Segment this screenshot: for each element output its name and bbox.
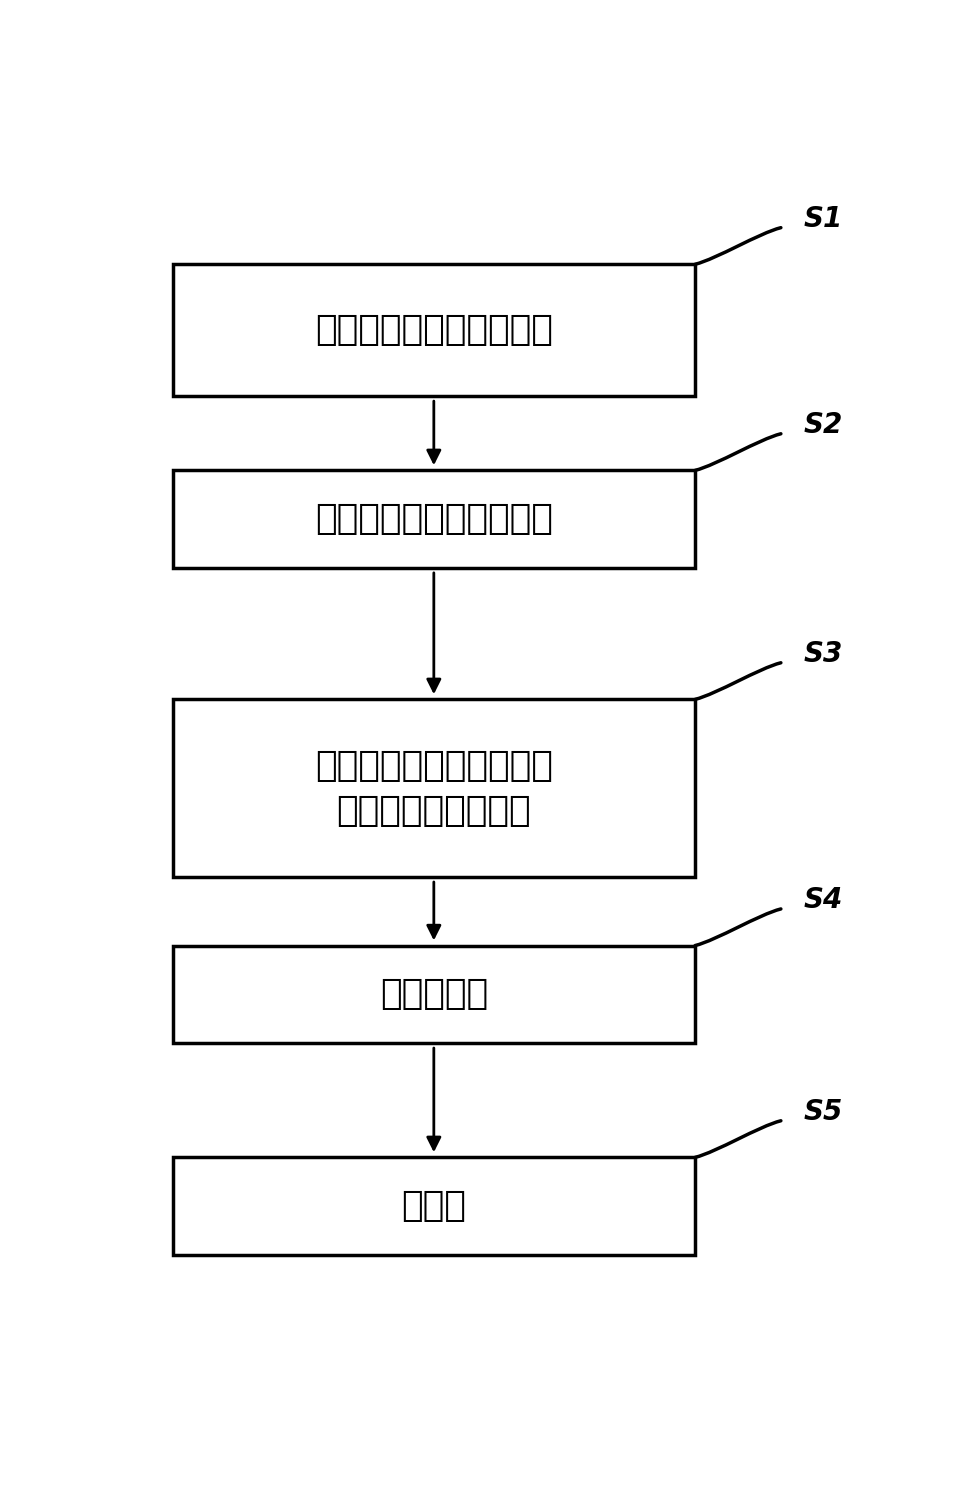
Text: S1: S1 <box>803 205 843 232</box>
Text: 设定激光选区熔化工艺参
数，同时将基板预热: 设定激光选区熔化工艺参 数，同时将基板预热 <box>315 749 553 828</box>
Text: 切片处理，规划扫描路径: 切片处理，规划扫描路径 <box>315 503 553 537</box>
Bar <box>172 946 695 1042</box>
Text: 铺粉与打印: 铺粉与打印 <box>379 977 488 1011</box>
Text: S2: S2 <box>803 410 843 439</box>
Bar <box>172 470 695 568</box>
Bar <box>172 1157 695 1255</box>
Bar <box>172 699 695 877</box>
Text: S3: S3 <box>803 639 843 668</box>
Text: 热处理: 热处理 <box>402 1190 466 1224</box>
Text: 制备原材料高温合金粉末: 制备原材料高温合金粉末 <box>315 314 553 346</box>
Bar <box>172 265 695 396</box>
Text: S4: S4 <box>803 886 843 915</box>
Text: S5: S5 <box>803 1097 843 1126</box>
